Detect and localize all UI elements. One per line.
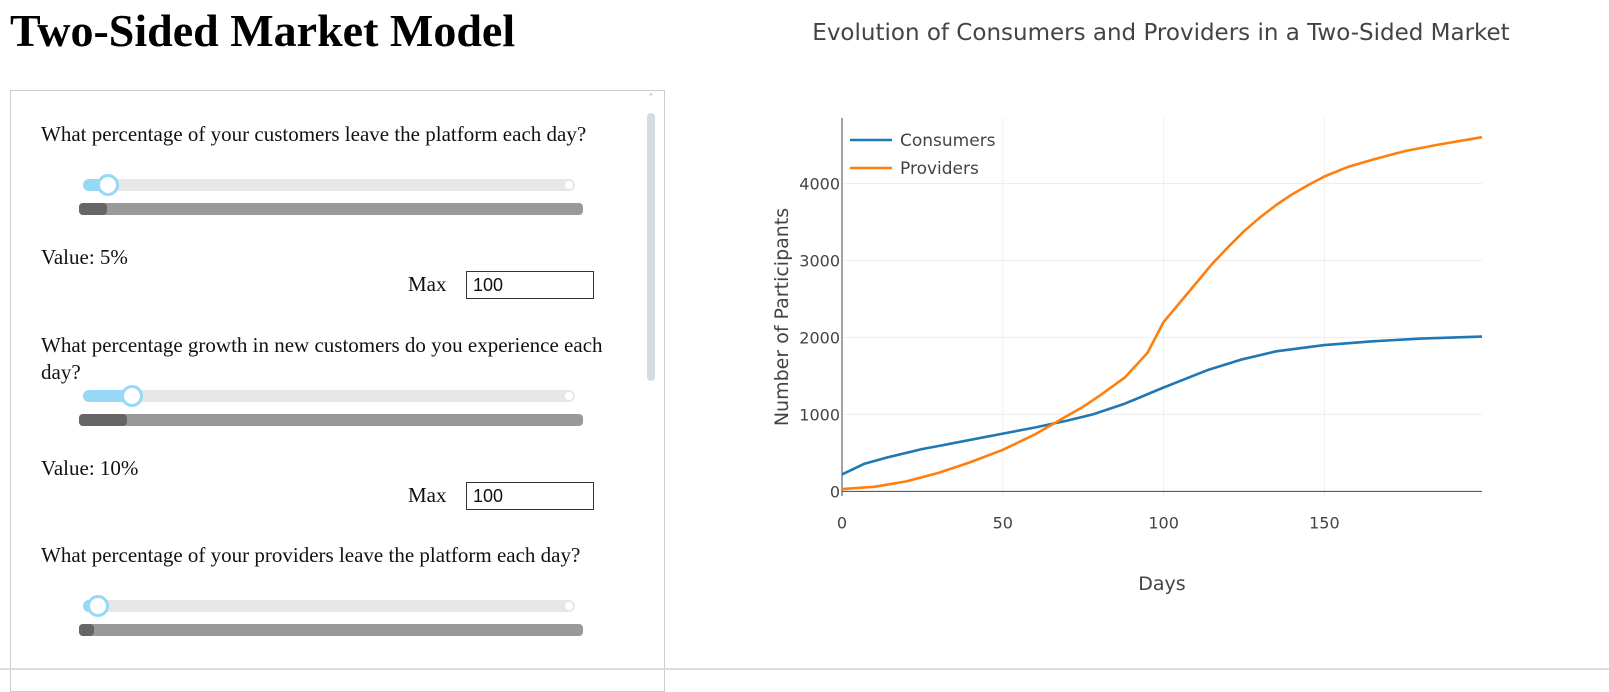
value-label: Value: 10% <box>41 456 139 480</box>
slider-handle[interactable] <box>86 595 109 617</box>
range-bar-provider-churn[interactable] <box>79 624 583 636</box>
slider-end-dot <box>565 392 573 400</box>
legend-box <box>846 120 998 182</box>
question-label: What percentage of your providers leave … <box>41 543 581 567</box>
range-bar-fill <box>79 414 127 426</box>
max-label: Max <box>408 272 447 296</box>
x-tick-label: 0 <box>837 513 847 532</box>
y-tick-label: 3000 <box>799 251 840 270</box>
legend-entry[interactable]: Providers <box>900 159 979 179</box>
slider-fill <box>83 390 133 402</box>
x-tick-label: 50 <box>993 513 1013 532</box>
max-input-customer-churn[interactable] <box>466 271 594 299</box>
range-bar-fill <box>79 624 95 636</box>
max-label: Max <box>408 483 447 507</box>
question-label: What percentage growth in new customers … <box>41 333 603 384</box>
x-tick-label: 100 <box>1148 513 1179 532</box>
controls-panel: ˄ What percentage of your customers leav… <box>10 90 665 692</box>
range-bar-customer-growth[interactable] <box>79 414 583 426</box>
legend-entry[interactable]: Consumers <box>900 131 996 151</box>
question-label: What percentage of your customers leave … <box>41 122 587 146</box>
y-tick-label: 0 <box>830 482 840 501</box>
page-title: Two-Sided Market Model <box>10 5 516 56</box>
range-bar-fill <box>79 203 107 215</box>
slider-handle[interactable] <box>96 174 119 196</box>
x-axis-label: Days <box>1138 573 1185 595</box>
scrollbar-thumb[interactable] <box>647 113 655 381</box>
y-tick-label: 1000 <box>799 405 840 424</box>
divider <box>0 668 1609 670</box>
y-axis-label: Number of Participants <box>771 208 793 426</box>
chart-title: Evolution of Consumers and Providers in … <box>812 20 1510 46</box>
series-line-providers <box>841 135 1483 491</box>
slider-end-dot <box>565 602 573 610</box>
slider-provider-churn[interactable] <box>83 595 575 617</box>
y-tick-label: 4000 <box>799 174 840 193</box>
slider-handle[interactable] <box>121 385 144 407</box>
line-chart: 0 50 100 150 0 1000 2000 3000 4000 Days Number of … <box>771 118 1483 595</box>
slider-end-dot <box>565 181 573 189</box>
y-tick-label: 2000 <box>799 328 840 347</box>
scroll-up-arrow-icon[interactable]: ˄ <box>648 93 654 104</box>
slider-customer-churn[interactable] <box>83 174 575 196</box>
range-bar-customer-churn[interactable] <box>79 203 583 215</box>
slider-customer-growth[interactable] <box>83 385 575 407</box>
x-tick-label: 150 <box>1309 513 1340 532</box>
value-label: Value: 5% <box>41 245 128 269</box>
max-input-customer-growth[interactable] <box>466 482 594 510</box>
series-line-consumers <box>841 335 1483 476</box>
